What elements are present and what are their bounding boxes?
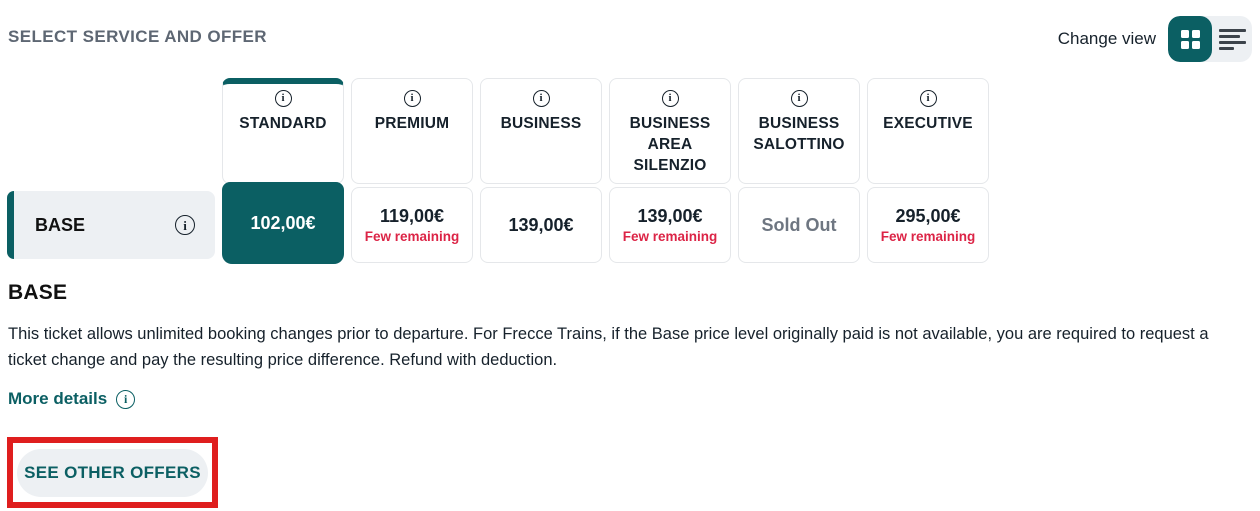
price-cell-standard-base[interactable]: 102,00€ (222, 182, 344, 264)
service-column-business[interactable]: i BUSINESS (480, 78, 602, 184)
annotation-highlight-box: SEE OTHER OFFERS (7, 437, 218, 508)
see-other-offers-button[interactable]: SEE OTHER OFFERS (17, 448, 208, 497)
info-icon[interactable]: i (532, 90, 550, 107)
service-column-premium[interactable]: i PREMIUM (351, 78, 473, 184)
grid-view-button[interactable] (1168, 16, 1212, 62)
service-name: EXECUTIVE (883, 115, 973, 132)
info-icon[interactable]: i (274, 90, 292, 107)
price-cell-business-salottino-base: Sold Out (738, 187, 860, 263)
service-column-standard[interactable]: i STANDARD (222, 78, 344, 184)
sold-out-label: Sold Out (761, 214, 837, 235)
fare-details-description: This ticket allows unlimited booking cha… (8, 325, 1209, 369)
offer-row-base: BASE i (7, 191, 215, 259)
service-name: PREMIUM (374, 115, 450, 132)
row-accent-bar (7, 191, 14, 259)
service-name: STANDARD (239, 115, 327, 132)
price-cell-executive-base[interactable]: 295,00€ Few remaining (867, 187, 989, 263)
info-icon[interactable]: i (403, 90, 421, 107)
service-column-business-salottino[interactable]: i BUSINESS SALOTTINO (738, 78, 860, 184)
fare-matrix: i STANDARD i PREMIUM i BUSINESS i BUSINE… (7, 78, 989, 264)
price-cell-premium-base[interactable]: 119,00€ Few remaining (351, 187, 473, 263)
grid-view-icon (1180, 29, 1200, 49)
change-view-label: Change view (1057, 29, 1156, 48)
availability-note: Few remaining (622, 229, 718, 244)
more-details-label: More details (8, 389, 108, 408)
info-icon: i (116, 389, 136, 409)
fare-details-heading: BASE (8, 281, 68, 304)
info-icon[interactable]: i (661, 90, 679, 107)
service-column-executive[interactable]: i EXECUTIVE (867, 78, 989, 184)
list-view-icon (1218, 28, 1246, 50)
page-title: SELECT SERVICE AND OFFER (8, 27, 267, 46)
service-name: BUSINESS (500, 115, 582, 132)
availability-note: Few remaining (880, 229, 976, 244)
view-controls: Change view (1058, 16, 1252, 62)
price-cell-business-base[interactable]: 139,00€ (480, 187, 602, 263)
info-icon[interactable]: i (175, 215, 195, 235)
info-icon[interactable]: i (919, 90, 937, 107)
more-details-link[interactable]: More details i (8, 389, 136, 409)
info-icon[interactable]: i (790, 90, 808, 107)
availability-note: Few remaining (364, 229, 460, 244)
price-value: 139,00€ (508, 214, 574, 235)
service-column-business-area-silenzio[interactable]: i BUSINESS AREA SILENZIO (609, 78, 731, 184)
service-name: BUSINESS AREA SILENZIO (629, 115, 711, 174)
matrix-corner-spacer (7, 78, 215, 184)
price-value: 139,00€ (637, 206, 703, 226)
price-cell-business-area-silenzio-base[interactable]: 139,00€ Few remaining (609, 187, 731, 263)
fare-details-section: BASE This ticket allows unlimited bookin… (8, 281, 1240, 409)
price-value: 102,00€ (250, 212, 316, 233)
view-toggle (1168, 16, 1252, 62)
service-name: BUSINESS SALOTTINO (753, 115, 845, 153)
list-view-button[interactable] (1212, 16, 1252, 62)
price-value: 119,00€ (379, 206, 445, 226)
price-value: 295,00€ (895, 206, 961, 226)
offer-row-label: BASE (35, 214, 86, 235)
